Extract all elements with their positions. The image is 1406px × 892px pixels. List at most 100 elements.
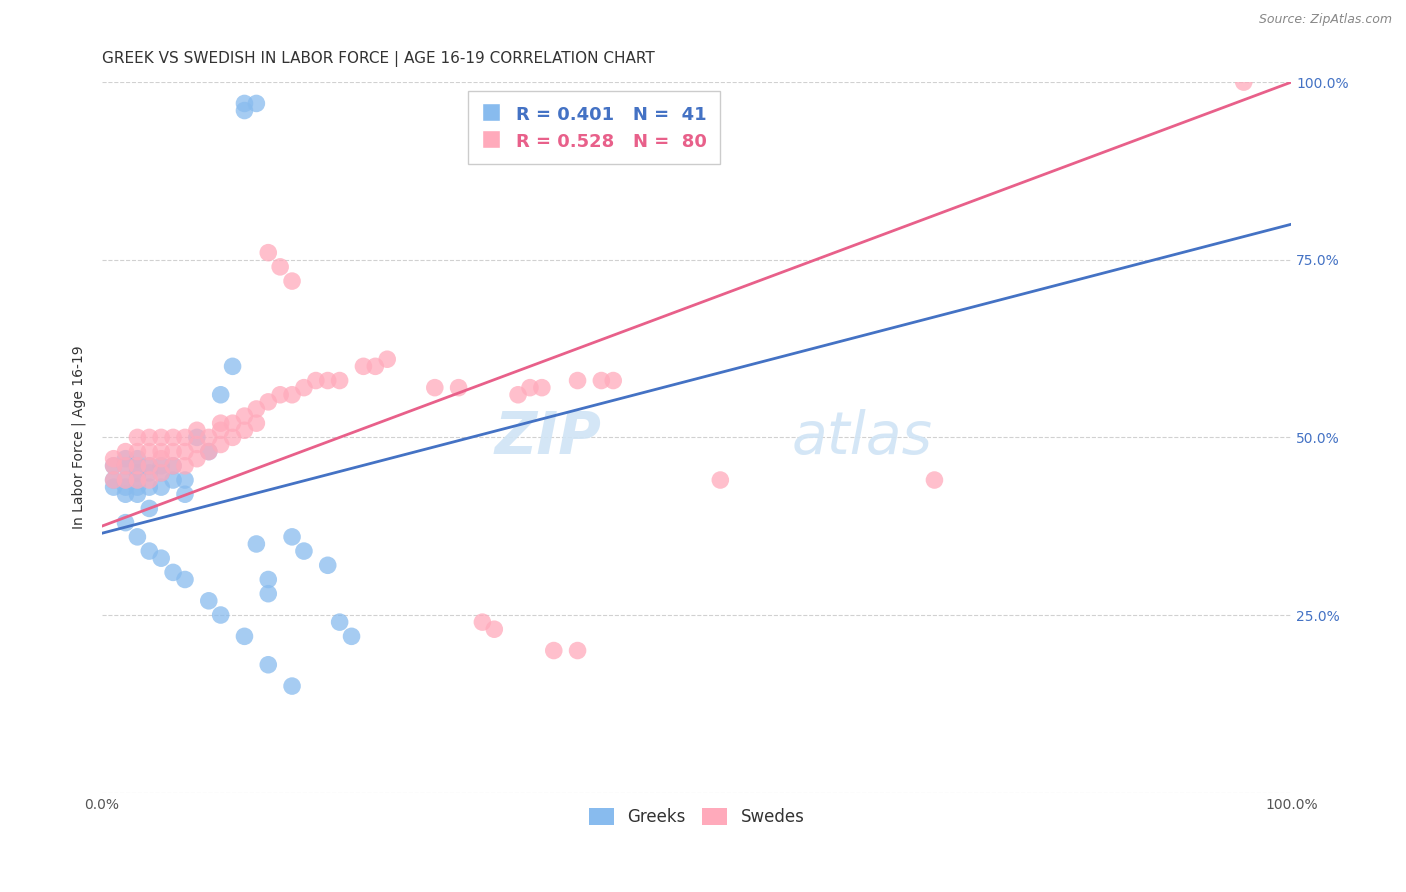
Point	[281, 679, 304, 693]
Text: Source: ZipAtlas.com: Source: ZipAtlas.com	[1258, 13, 1392, 27]
Point	[138, 480, 160, 494]
Text: atlas: atlas	[792, 409, 932, 466]
Point	[233, 96, 256, 111]
Point	[221, 359, 243, 374]
Point	[127, 451, 149, 466]
Point	[245, 416, 267, 430]
Point	[591, 374, 613, 388]
Point	[506, 388, 529, 402]
Point	[447, 381, 470, 395]
Point	[114, 516, 136, 530]
Point	[245, 96, 267, 111]
Point	[150, 444, 173, 458]
Y-axis label: In Labor Force | Age 16-19: In Labor Force | Age 16-19	[72, 345, 86, 529]
Point	[150, 458, 173, 473]
Point	[127, 458, 149, 473]
Point	[257, 395, 280, 409]
Point	[197, 444, 219, 458]
Point	[281, 530, 304, 544]
Point	[709, 473, 731, 487]
Point	[484, 622, 506, 636]
Point	[150, 466, 173, 480]
Point	[233, 423, 256, 437]
Point	[114, 480, 136, 494]
Point	[221, 430, 243, 444]
Point	[602, 374, 624, 388]
Point	[138, 473, 160, 487]
Point	[127, 480, 149, 494]
Text: GREEK VS SWEDISH IN LABOR FORCE | AGE 16-19 CORRELATION CHART: GREEK VS SWEDISH IN LABOR FORCE | AGE 16…	[101, 51, 654, 67]
Point	[114, 444, 136, 458]
Point	[174, 430, 197, 444]
Point	[269, 388, 291, 402]
Point	[103, 458, 125, 473]
Point	[329, 374, 352, 388]
Point	[114, 473, 136, 487]
Point	[186, 437, 208, 451]
Point	[103, 473, 125, 487]
Point	[162, 458, 184, 473]
Point	[150, 480, 173, 494]
Point	[292, 381, 315, 395]
Point	[423, 381, 446, 395]
Point	[364, 359, 387, 374]
Point	[162, 473, 184, 487]
Point	[233, 103, 256, 118]
Point	[114, 458, 136, 473]
Point	[127, 466, 149, 480]
Point	[162, 458, 184, 473]
Point	[174, 444, 197, 458]
Point	[150, 430, 173, 444]
Point	[209, 423, 232, 437]
Point	[114, 451, 136, 466]
Point	[375, 352, 398, 367]
Legend: Greeks, Swedes: Greeks, Swedes	[581, 799, 813, 834]
Point	[138, 430, 160, 444]
Point	[257, 587, 280, 601]
Point	[233, 409, 256, 423]
Point	[567, 374, 589, 388]
Point	[530, 381, 553, 395]
Point	[127, 487, 149, 501]
Point	[138, 458, 160, 473]
Point	[103, 458, 125, 473]
Point	[329, 615, 352, 629]
Point	[209, 607, 232, 622]
Point	[340, 629, 363, 643]
Point	[127, 444, 149, 458]
Point	[519, 381, 541, 395]
Point	[127, 458, 149, 473]
Point	[127, 473, 149, 487]
Point	[127, 430, 149, 444]
Point	[281, 388, 304, 402]
Point	[197, 430, 219, 444]
Point	[174, 573, 197, 587]
Point	[186, 423, 208, 437]
Point	[174, 473, 197, 487]
Point	[162, 566, 184, 580]
Point	[197, 594, 219, 608]
Point	[316, 374, 339, 388]
Point	[127, 530, 149, 544]
Point	[103, 480, 125, 494]
Point	[269, 260, 291, 274]
Point	[292, 544, 315, 558]
Point	[209, 437, 232, 451]
Point	[150, 551, 173, 566]
Point	[352, 359, 374, 374]
Point	[138, 458, 160, 473]
Point	[471, 615, 494, 629]
Point	[138, 444, 160, 458]
Point	[150, 451, 173, 466]
Point	[127, 473, 149, 487]
Point	[209, 388, 232, 402]
Point	[103, 473, 125, 487]
Point	[567, 643, 589, 657]
Text: ZIP: ZIP	[495, 409, 602, 466]
Point	[114, 487, 136, 501]
Point	[162, 430, 184, 444]
Point	[114, 458, 136, 473]
Point	[221, 416, 243, 430]
Point	[257, 573, 280, 587]
Point	[174, 487, 197, 501]
